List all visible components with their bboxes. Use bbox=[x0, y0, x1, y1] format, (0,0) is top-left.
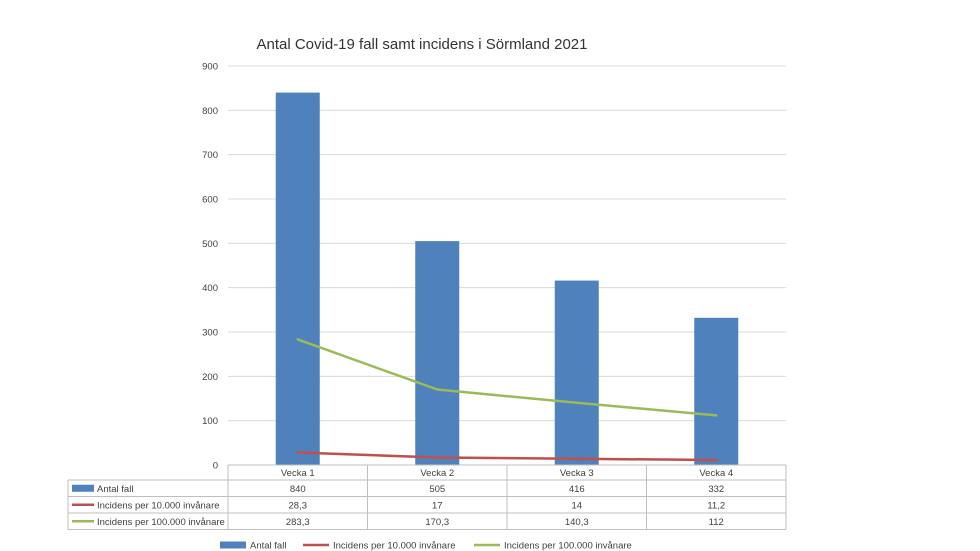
chart-title: Antal Covid-19 fall samt incidens i Sörm… bbox=[256, 36, 587, 53]
legend-key bbox=[220, 541, 246, 549]
legend-key bbox=[72, 484, 94, 492]
series-line bbox=[296, 338, 718, 417]
y-tick-label: 200 bbox=[202, 372, 218, 383]
bar bbox=[694, 317, 739, 465]
bar bbox=[275, 92, 320, 465]
y-tick-label: 700 bbox=[202, 150, 218, 161]
bar bbox=[554, 280, 599, 465]
data-label: 28,3 bbox=[289, 500, 308, 511]
line-series bbox=[296, 338, 718, 462]
data-label: 283,3 bbox=[286, 517, 310, 528]
y-tick-label: 500 bbox=[202, 239, 218, 250]
y-axis: 0 100 200 300 400 500 600 700 800 900 bbox=[202, 62, 218, 472]
data-label: 332 bbox=[708, 484, 724, 495]
legend-label: Incidens per 10.000 invånare bbox=[333, 541, 456, 551]
data-label: 840 bbox=[290, 484, 306, 495]
row-label: Incidens per 100.000 invånare bbox=[97, 517, 225, 528]
y-tick-label: 400 bbox=[202, 283, 218, 294]
legend-label: Antal fall bbox=[250, 541, 286, 551]
data-label: 140,3 bbox=[565, 517, 589, 528]
legend: Antal fall Incidens per 10.000 invånare In… bbox=[220, 541, 632, 551]
data-label: 505 bbox=[429, 484, 445, 495]
y-tick-label: 300 bbox=[202, 328, 218, 339]
legend-label: Incidens per 100.000 invånare bbox=[504, 541, 632, 551]
gridlines bbox=[228, 65, 786, 466]
y-tick-label: 0 bbox=[213, 461, 218, 472]
row-label: Incidens per 10.000 invånare bbox=[97, 500, 220, 511]
y-tick-label: 800 bbox=[202, 106, 218, 117]
data-label: 170,3 bbox=[425, 517, 449, 528]
series-line bbox=[296, 451, 718, 462]
data-label: 17 bbox=[432, 500, 443, 511]
data-label: 11,2 bbox=[707, 500, 725, 511]
row-label: Antal fall bbox=[97, 484, 133, 495]
bar-series bbox=[275, 92, 739, 465]
bar bbox=[415, 241, 460, 465]
data-label: 14 bbox=[571, 500, 582, 511]
data-label: 112 bbox=[709, 517, 724, 528]
category-label: Vecka 4 bbox=[699, 468, 733, 479]
category-label: Vecka 3 bbox=[560, 468, 594, 479]
category-label: Vecka 1 bbox=[281, 468, 315, 479]
data-label: 416 bbox=[569, 484, 585, 495]
data-table: Vecka 1 Vecka 2 Vecka 3 Vecka 4 Antal fall 84… bbox=[67, 464, 787, 530]
category-label: Vecka 2 bbox=[420, 468, 454, 479]
y-tick-label: 900 bbox=[202, 62, 218, 73]
y-tick-label: 600 bbox=[202, 195, 218, 206]
y-tick-label: 100 bbox=[202, 416, 218, 427]
